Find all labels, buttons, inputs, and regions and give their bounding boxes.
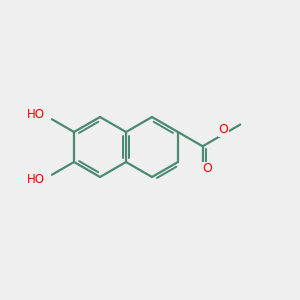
- Text: HO: HO: [26, 108, 44, 121]
- Text: O: O: [219, 123, 229, 136]
- Text: HO: HO: [26, 173, 44, 186]
- Text: O: O: [202, 162, 212, 175]
